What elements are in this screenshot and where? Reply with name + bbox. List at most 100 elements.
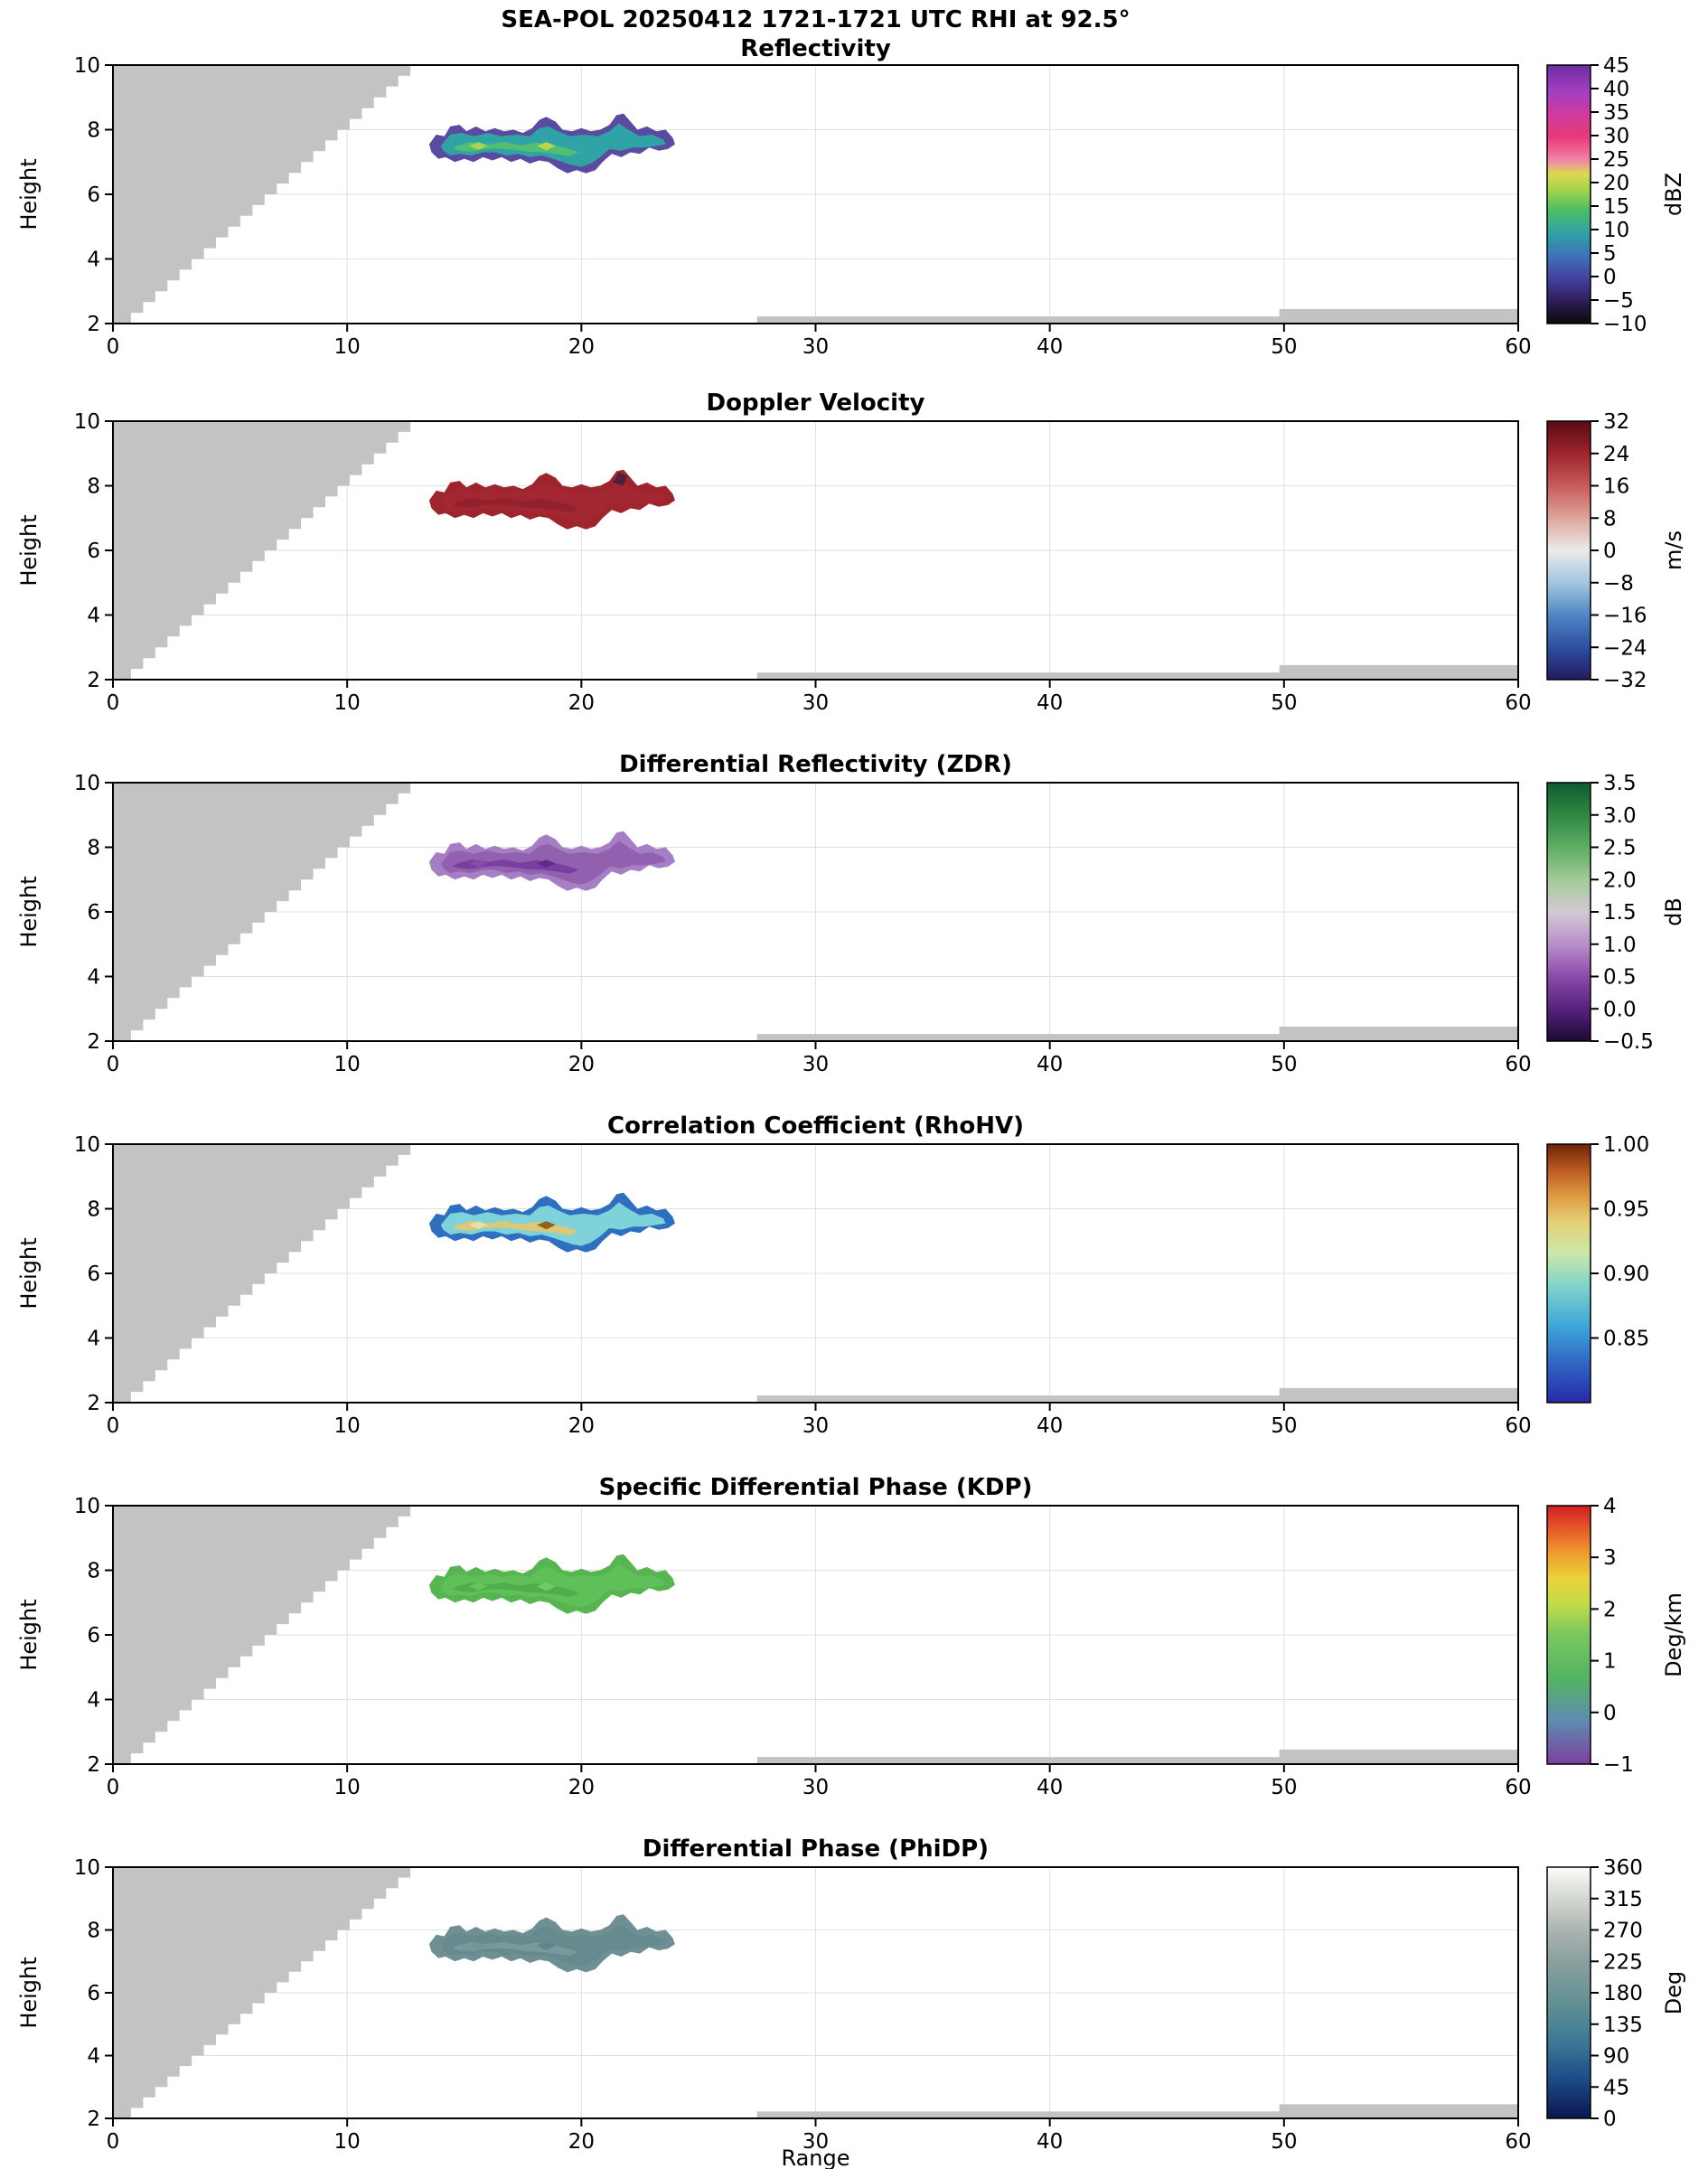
x-tick-label: 40: [1037, 691, 1063, 715]
colorbar-tick-label: 2.5: [1603, 837, 1637, 860]
colorbar-tick-label: 15: [1603, 195, 1629, 219]
ground-strip: [1279, 308, 1518, 324]
colorbar-unit-label: dBZ: [1661, 173, 1686, 216]
panel-phidp: Differential Phase (PhiDP)0 10 20 30 40 50 602…: [16, 1836, 1686, 2169]
beam-blockage-wedge: [113, 1144, 411, 1403]
x-tick-label: 30: [802, 1053, 829, 1076]
colorbar-tick-label: 270: [1603, 1920, 1643, 1943]
colorbar-unit-label: Deg/km: [1661, 1592, 1686, 1677]
panel-title-rhohv: Correlation Coefficient (RhoHV): [607, 1113, 1024, 1140]
colorbar-tick-label: 0: [1603, 540, 1617, 563]
colorbar-tick-label: 0: [1603, 266, 1617, 289]
colorbar-tick-label: 16: [1603, 475, 1629, 499]
x-tick-label: 10: [334, 2130, 361, 2154]
x-tick-label: 50: [1271, 1053, 1297, 1076]
y-tick-label: 2: [87, 1030, 100, 1054]
colorbar-tick-label: −0.5: [1603, 1030, 1654, 1054]
panel-zdr: Differential Reflectivity (ZDR)0 10 20 30 40…: [16, 751, 1686, 1076]
x-tick-label: 20: [568, 691, 595, 715]
x-tick-label: 10: [334, 691, 361, 715]
panel-title-zdr: Differential Reflectivity (ZDR): [619, 751, 1012, 778]
colorbar-tick-label: 360: [1603, 1856, 1643, 1880]
echo-spot2: [468, 1582, 488, 1591]
ground-strip: [1279, 1387, 1518, 1403]
colorbar-tick-label: −5: [1603, 289, 1634, 313]
x-tick-label: 60: [1505, 2130, 1531, 2154]
colorbar-tick-label: 0: [1603, 1702, 1617, 1725]
x-tick-label: 20: [568, 2130, 595, 2154]
x-tick-label: 40: [1037, 1414, 1063, 1438]
x-tick-label: 60: [1505, 1776, 1531, 1799]
colorbar-tick-label: 8: [1603, 507, 1617, 531]
panel-title-reflectivity: Reflectivity: [740, 35, 891, 62]
ground-strip: [756, 2111, 1518, 2118]
colorbar-tick-label: 32: [1603, 410, 1629, 434]
colorbar-tick-label: −16: [1603, 605, 1647, 628]
x-tick-label: 10: [334, 1053, 361, 1076]
colorbar-tick-label: 3: [1603, 1546, 1617, 1570]
colorbar-unit-label: Deg: [1661, 1971, 1686, 2014]
x-tick-label: 0: [107, 1053, 120, 1076]
echo-spot2: [468, 142, 488, 150]
x-tick-label: 50: [1271, 1776, 1297, 1799]
colorbar-tick-label: 90: [1603, 2045, 1629, 2069]
y-tick-label: 4: [87, 1328, 100, 1351]
echo-spot2: [468, 1221, 488, 1229]
echo-spot1: [537, 859, 556, 869]
beam-blockage-wedge: [113, 65, 411, 324]
y-tick-label: 8: [87, 1198, 100, 1222]
x-tick-label: 60: [1505, 1053, 1531, 1076]
y-tick-label: 8: [87, 119, 100, 143]
y-tick-label: 6: [87, 183, 100, 207]
x-tick-label: 0: [107, 2130, 120, 2154]
panel-title-velocity: Doppler Velocity: [707, 390, 925, 417]
colorbar-reflectivity: [1546, 64, 1591, 324]
y-tick-label: 10: [74, 410, 100, 434]
x-tick-label: 30: [802, 2130, 829, 2154]
colorbar-tick-label: 30: [1603, 125, 1629, 148]
echo-spot1: [537, 142, 556, 151]
x-tick-label: 0: [107, 691, 120, 715]
panel-kdp: Specific Differential Phase (KDP)0 10 20 30…: [16, 1474, 1686, 1799]
colorbar-tick-label: 45: [1603, 54, 1629, 78]
y-tick-label: 2: [87, 1753, 100, 1777]
x-tick-label: 10: [334, 335, 361, 359]
colorbar-unit-label: m/s: [1661, 531, 1686, 570]
y-tick-label: 6: [87, 540, 100, 563]
y-tick-label: 2: [87, 313, 100, 336]
colorbar-phidp: [1546, 1866, 1591, 2119]
colorbar-tick-label: 5: [1603, 242, 1617, 266]
x-tick-label: 60: [1505, 691, 1531, 715]
panel-title-kdp: Specific Differential Phase (KDP): [599, 1474, 1033, 1501]
echo-spot1: [537, 1582, 556, 1592]
colorbar-tick-label: −32: [1603, 669, 1647, 692]
y-tick-label: 10: [74, 1495, 100, 1518]
echo-spot1: [537, 1941, 556, 1950]
figure-suptitle: SEA-POL 20250412 1721-1721 UTC RHI at 92…: [501, 6, 1130, 33]
colorbar-tick-label: 1.5: [1603, 901, 1637, 925]
colorbar-tick-label: 315: [1603, 1888, 1643, 1911]
colorbar-tick-label: 225: [1603, 1950, 1643, 1974]
panel-title-phidp: Differential Phase (PhiDP): [643, 1836, 989, 1863]
y-tick-label: 8: [87, 1920, 100, 1943]
beam-blockage-wedge: [113, 783, 411, 1041]
x-tick-label: 40: [1037, 1776, 1063, 1799]
x-tick-label: 30: [802, 335, 829, 359]
echo-spot2: [468, 859, 488, 868]
x-axis-label: Range: [781, 2146, 849, 2169]
echo-spot2: [468, 1941, 488, 1949]
x-tick-label: 50: [1271, 335, 1297, 359]
colorbar-tick-label: 25: [1603, 148, 1629, 172]
colorbar-tick-label: 0: [1603, 2108, 1617, 2131]
x-tick-label: 30: [802, 1414, 829, 1438]
beam-blockage-wedge: [113, 1506, 411, 1764]
colorbar-tick-label: 10: [1603, 219, 1629, 242]
colorbar-tick-label: 1.00: [1603, 1133, 1649, 1157]
y-tick-label: 4: [87, 2045, 100, 2069]
ground-strip: [756, 1757, 1518, 1764]
colorbar-tick-label: 40: [1603, 78, 1629, 101]
colorbar-tick-label: 0.5: [1603, 966, 1637, 990]
panel-reflectivity: SEA-POL 20250412 1721-1721 UTC RHI at 92…: [16, 6, 1686, 359]
colorbar-velocity: [1546, 420, 1591, 681]
